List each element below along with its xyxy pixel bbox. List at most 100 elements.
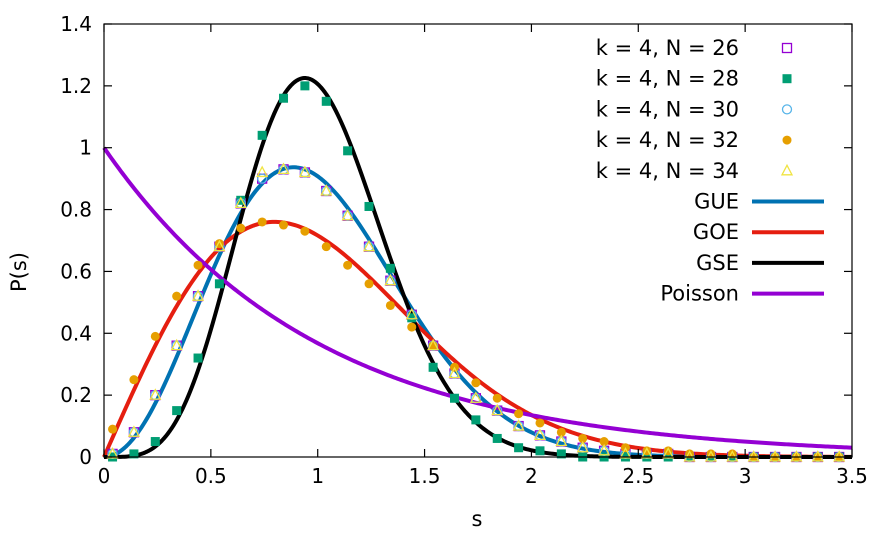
legend-label: GSE: [696, 251, 739, 275]
data-point: [514, 443, 524, 453]
data-point: [492, 433, 502, 443]
data-point: [556, 449, 566, 459]
data-point: [385, 263, 395, 273]
x-tick-label: 1: [311, 464, 324, 488]
data-point: [129, 375, 139, 385]
data-point: [213, 239, 226, 252]
data-point: [343, 146, 353, 156]
data-point: [768, 450, 782, 462]
data-point: [257, 130, 267, 140]
data-point: [256, 165, 269, 178]
data-point: [106, 447, 119, 459]
data-point: [321, 242, 331, 252]
data-point: [108, 424, 118, 434]
data-point: [362, 239, 376, 252]
data-point: [471, 415, 481, 425]
data-point: [170, 338, 183, 351]
legend: k = 4, N = 26 k = 4, N = 28 k = 4, N = 30 k…: [596, 36, 824, 306]
data-point: [535, 446, 545, 456]
data-point: [599, 437, 609, 447]
data-point: [364, 279, 374, 289]
legend-label: GUE: [694, 190, 739, 214]
data-point: [747, 450, 760, 462]
x-tick-label: 3: [739, 464, 752, 488]
data-point: [619, 447, 632, 459]
data-point: [556, 427, 566, 437]
legend-label: k = 4, N = 32: [596, 128, 739, 152]
y-tick-label: 1.4: [60, 12, 92, 36]
data-point: [704, 450, 718, 462]
data-point: [384, 273, 397, 286]
data-point: [833, 450, 846, 462]
data-point: [471, 378, 481, 388]
x-tick-label: 2: [525, 464, 538, 488]
legend-label: Poisson: [660, 282, 739, 306]
data-point: [341, 208, 354, 221]
y-tick-label: 1: [79, 136, 92, 160]
data-point: [683, 450, 696, 462]
data-point: [321, 96, 331, 106]
data-point: [279, 93, 289, 103]
legend-label: k = 4, N = 34: [596, 159, 739, 183]
data-point: [811, 450, 824, 462]
data-point: [790, 450, 803, 462]
data-point: [405, 307, 418, 320]
data-point: [598, 443, 611, 456]
data-point: [640, 447, 653, 459]
x-tick-label: 0: [98, 464, 111, 488]
data-point: [576, 440, 589, 453]
series-5-markers: [106, 162, 846, 462]
data-point: [555, 434, 568, 447]
plot-frame: [103, 23, 853, 458]
data-point: [172, 406, 182, 416]
data-point: [535, 418, 545, 428]
data-point: [427, 338, 440, 351]
data-point: [407, 322, 417, 332]
data-point: [469, 391, 482, 403]
data-point: [300, 226, 310, 236]
y-axis-title: P(s): [7, 252, 31, 292]
x-tick-label: 0.5: [195, 464, 227, 488]
y-tick-label: 0.8: [60, 198, 92, 222]
data-point: [428, 362, 438, 372]
data-point: [492, 393, 502, 403]
y-tick-label: 0: [79, 445, 92, 469]
legend-marker: [782, 74, 792, 84]
data-point: [236, 195, 246, 205]
data-point: [578, 433, 588, 443]
y-tick-label: 0.2: [60, 383, 92, 407]
data-point: [256, 173, 268, 184]
y-tick-label: 1.2: [60, 74, 92, 98]
data-point: [149, 388, 162, 400]
legend-label: k = 4, N = 26: [596, 36, 739, 60]
legend-marker: [781, 104, 793, 115]
data-point: [449, 393, 459, 403]
data-point: [300, 81, 310, 91]
y-tick-label: 0.4: [60, 321, 92, 345]
data-point: [662, 447, 675, 459]
data-point: [129, 449, 139, 459]
data-point: [364, 201, 374, 211]
data-point: [150, 331, 160, 341]
legend-label: GOE: [693, 220, 739, 244]
data-point: [407, 313, 417, 323]
data-point: [491, 403, 504, 416]
data-point: [448, 366, 461, 379]
markers-layer: [106, 81, 846, 463]
axes-layer: 0 0.5 1 1.5 2 2.5 3 3.5 0 0.2 0.4 0.6 0.8 1 1.2 1.4: [60, 12, 868, 488]
legend-label: k = 4, N = 30: [596, 97, 739, 121]
x-axis-title: s: [472, 507, 483, 531]
data-point: [193, 260, 203, 270]
y-tick-label: 0.6: [60, 259, 92, 283]
data-point: [172, 291, 182, 301]
data-point: [343, 260, 353, 270]
data-point: [279, 220, 289, 230]
data-point: [298, 165, 311, 178]
data-point: [533, 428, 547, 441]
data-point: [214, 279, 224, 289]
data-point: [191, 289, 205, 301]
legend-marker: [782, 135, 792, 145]
legend-label: k = 4, N = 28: [596, 67, 739, 91]
